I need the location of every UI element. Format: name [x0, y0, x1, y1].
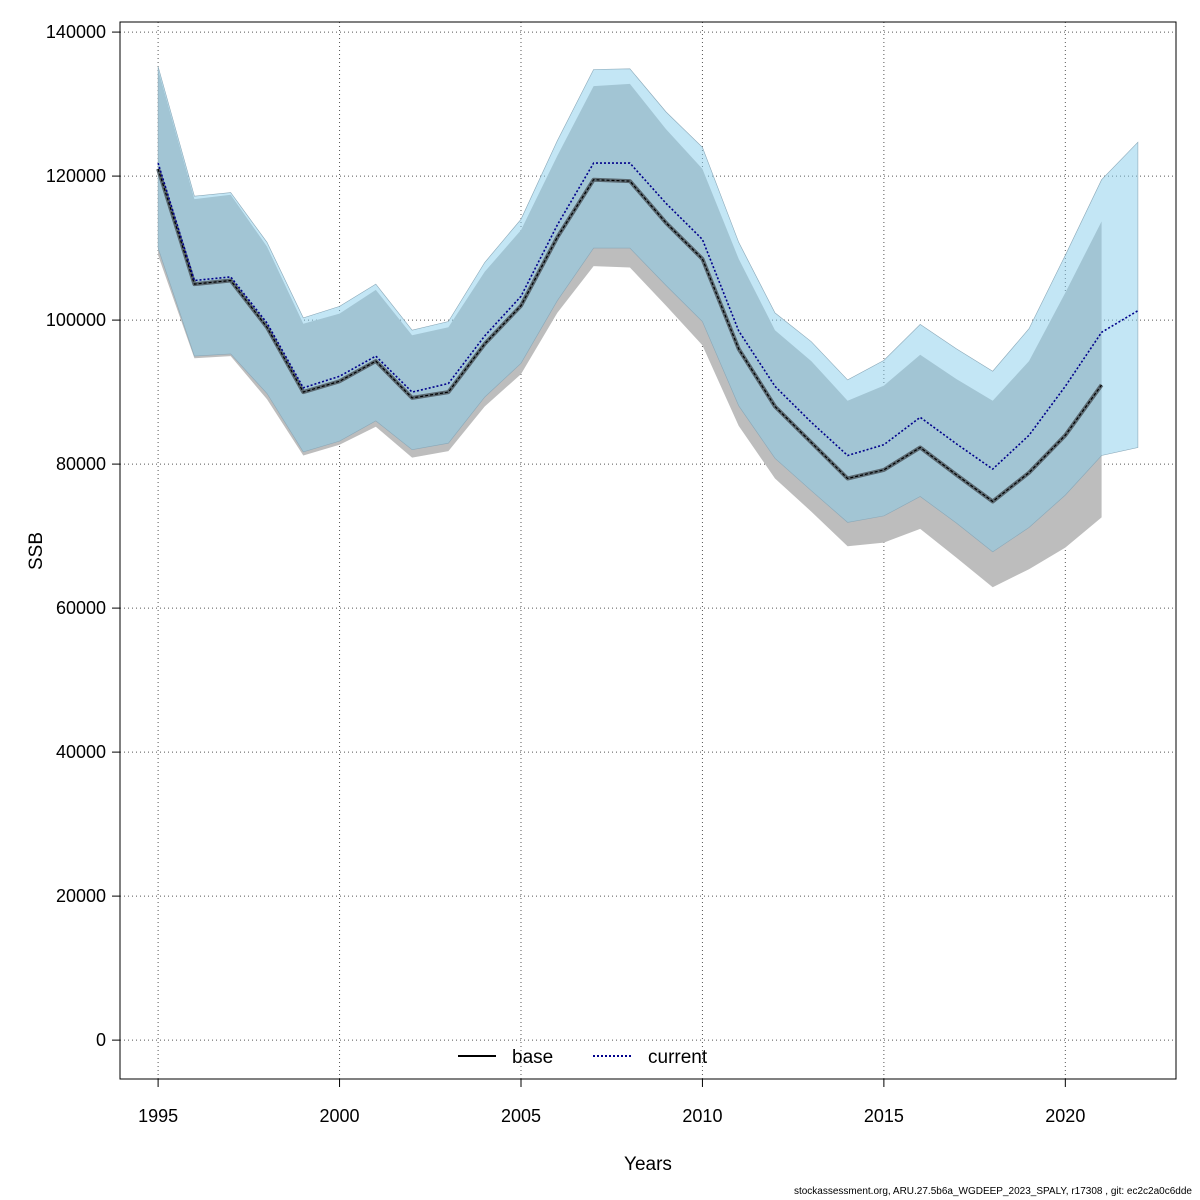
y-tick-label: 80000	[56, 454, 106, 474]
footer-source: stockassessment.org, ARU.27.5b6a_WGDEEP_…	[793, 1186, 1192, 1197]
base-line	[157, 168, 1103, 503]
x-tick-label: 1995	[138, 1106, 178, 1126]
x-axis-title: Years	[624, 1154, 672, 1175]
series-lines	[156, 162, 1139, 504]
legend: base current	[458, 1047, 708, 1068]
x-tick-label: 2020	[1045, 1106, 1085, 1126]
y-axis-title: SSB	[26, 532, 47, 570]
y-tick-label: 140000	[46, 22, 106, 42]
current-line	[157, 162, 1139, 470]
y-tick-label: 0	[96, 1030, 106, 1050]
plot-frame	[119, 21, 1177, 1080]
x-tick-label: 2005	[501, 1106, 541, 1126]
confidence-bands	[157, 66, 1139, 588]
x-tick-label: 2010	[682, 1106, 722, 1126]
x-tick-label: 2015	[864, 1106, 904, 1126]
legend-base-label: base	[512, 1047, 553, 1068]
y-tick-label: 60000	[56, 598, 106, 618]
y-tick-label: 20000	[56, 886, 106, 906]
x-tick-label: 2000	[320, 1106, 360, 1126]
current-confidence-band	[157, 66, 1139, 553]
y-axis: 0 20000 40000 60000 80000 100000 120000 140000	[46, 22, 120, 1050]
y-tick-label: 120000	[46, 166, 106, 186]
y-tick-label: 100000	[46, 310, 106, 330]
y-tick-label: 40000	[56, 742, 106, 762]
x-axis: 1995 2000 2005 2010 2015 2020	[138, 1079, 1085, 1126]
legend-current-label: current	[648, 1047, 708, 1068]
